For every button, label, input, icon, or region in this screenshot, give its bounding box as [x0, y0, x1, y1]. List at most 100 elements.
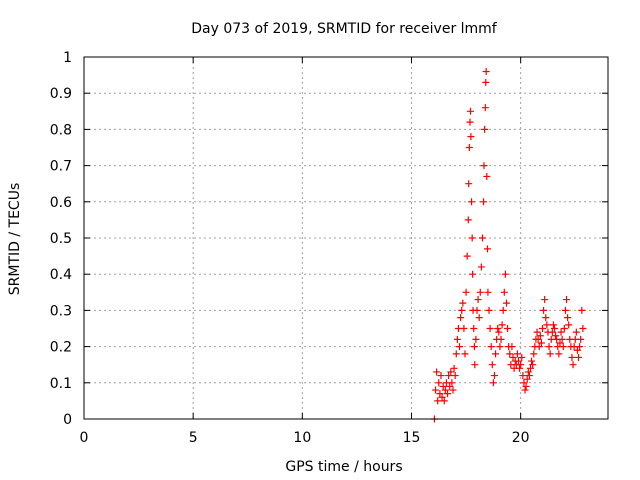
y-axis-label: SRMTID / TECUs: [7, 183, 23, 296]
data-point: [463, 252, 471, 260]
data-point: [500, 288, 508, 296]
data-point: [561, 306, 569, 314]
data-point: [445, 372, 453, 380]
data-point: [473, 306, 481, 314]
data-point: [466, 107, 474, 115]
data-point: [488, 361, 496, 369]
data-point: [487, 343, 495, 351]
data-point: [518, 353, 526, 361]
data-point: [524, 368, 532, 376]
data-point: [451, 372, 459, 380]
x-axis: 0 5 10 15 20: [80, 57, 530, 446]
y-tick-label: 0.9: [50, 86, 72, 102]
data-point: [481, 104, 489, 112]
data-point: [441, 386, 449, 394]
data-points: [430, 67, 587, 423]
data-point: [535, 343, 543, 351]
data-point: [470, 325, 478, 332]
data-point: [497, 335, 505, 343]
data-point: [545, 343, 553, 351]
data-point: [509, 353, 517, 361]
y-axis: 0 0.1 0.2 0.3 0.4 0.5 0.6 0.7 0.8 0.9 1: [50, 50, 608, 428]
data-point: [457, 314, 465, 322]
data-point: [461, 350, 469, 358]
data-point: [490, 372, 498, 380]
data-point: [523, 375, 531, 383]
data-point: [549, 321, 557, 329]
data-point: [476, 288, 484, 296]
data-point: [456, 343, 464, 351]
data-point: [517, 361, 525, 369]
data-point: [529, 361, 537, 369]
chart-title: Day 073 of 2019, SRMTID for receiver lmm…: [191, 21, 498, 37]
data-point: [465, 144, 473, 151]
data-point: [519, 372, 527, 380]
data-point: [437, 372, 445, 380]
data-point: [534, 335, 542, 343]
y-tick-label: 0.5: [50, 231, 72, 247]
data-point: [484, 288, 492, 296]
data-point: [485, 306, 493, 314]
data-point: [495, 328, 503, 336]
data-point: [482, 67, 490, 75]
data-point: [541, 296, 549, 304]
data-point: [568, 353, 576, 361]
data-point: [439, 382, 447, 390]
data-point: [449, 386, 457, 394]
data-point: [436, 390, 444, 398]
data-point: [543, 321, 551, 329]
data-point: [520, 379, 528, 387]
data-point: [478, 234, 486, 242]
data-point: [480, 162, 488, 170]
data-point: [525, 372, 533, 380]
data-point: [475, 314, 483, 322]
data-point: [556, 339, 564, 347]
data-point: [466, 118, 474, 126]
data-point: [542, 314, 550, 322]
data-point: [546, 350, 554, 358]
data-point: [446, 382, 454, 390]
data-point: [513, 350, 521, 358]
data-point: [468, 234, 476, 242]
data-point: [452, 350, 460, 358]
data-point: [462, 288, 470, 296]
x-axis-label: GPS time / hours: [285, 459, 402, 475]
x-tick-label: 10: [293, 430, 311, 446]
y-tick-label: 0: [63, 412, 72, 428]
data-point: [528, 357, 536, 365]
x-tick-label: 20: [512, 430, 530, 446]
y-tick-label: 0.3: [50, 303, 72, 319]
data-point: [536, 332, 544, 340]
data-point: [563, 296, 571, 304]
data-point: [514, 357, 522, 365]
y-tick-label: 0.1: [50, 376, 72, 392]
data-point: [558, 335, 566, 343]
data-point: [471, 361, 479, 369]
data-point: [559, 343, 567, 351]
data-point: [483, 172, 491, 180]
x-tick-label: 5: [189, 430, 198, 446]
data-point: [492, 350, 500, 358]
data-point: [499, 306, 507, 314]
data-point: [465, 180, 473, 188]
data-point: [522, 382, 530, 390]
x-tick-label: 15: [403, 430, 421, 446]
data-point: [552, 332, 560, 340]
data-point: [448, 379, 456, 387]
data-point: [521, 386, 529, 394]
data-point: [569, 361, 577, 369]
data-point: [482, 78, 490, 86]
data-point: [486, 325, 494, 332]
data-point: [433, 368, 441, 376]
data-point: [447, 368, 455, 376]
data-point: [560, 325, 568, 332]
data-point: [477, 263, 485, 271]
data-point: [472, 335, 480, 343]
data-point: [578, 306, 586, 314]
data-point: [440, 397, 448, 405]
data-point: [494, 325, 502, 332]
data-point: [548, 328, 556, 336]
y-tick-label: 0.2: [50, 340, 72, 356]
data-point: [572, 328, 580, 336]
data-point: [577, 335, 585, 343]
